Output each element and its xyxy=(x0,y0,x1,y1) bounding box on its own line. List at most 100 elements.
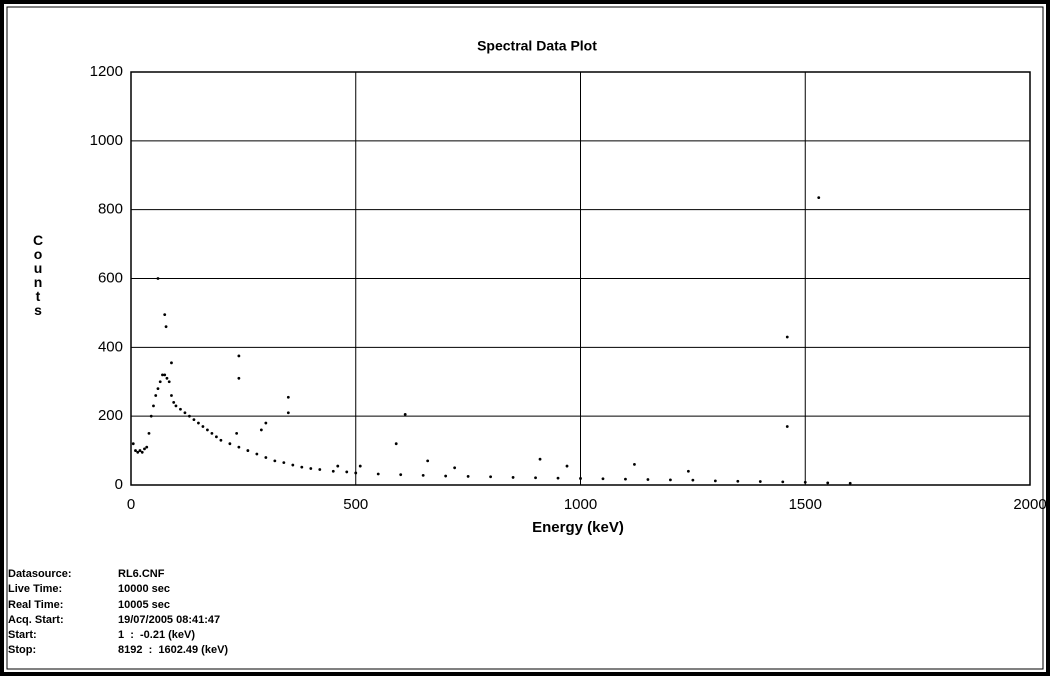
info-label: Acq. Start: xyxy=(8,613,64,626)
point xyxy=(403,413,407,416)
point xyxy=(489,475,492,479)
point xyxy=(826,481,830,485)
point xyxy=(210,431,214,435)
point xyxy=(163,373,167,377)
point xyxy=(131,442,135,446)
point xyxy=(192,418,196,422)
point xyxy=(237,445,241,449)
y-tick-label: 200 xyxy=(98,407,123,424)
info-label: Datasource: xyxy=(8,568,72,580)
point xyxy=(300,465,304,469)
point xyxy=(179,407,182,411)
point xyxy=(167,380,171,384)
point xyxy=(235,431,239,435)
info-value: 8192 : 1602.49 (keV) xyxy=(118,644,229,657)
point xyxy=(803,480,807,484)
point xyxy=(556,476,560,480)
info-label: Stop: xyxy=(8,644,37,657)
point xyxy=(399,473,403,477)
point xyxy=(817,196,821,200)
point xyxy=(136,450,140,454)
info-row: Acq. Start: 19/07/2005 08:41:47 xyxy=(8,613,228,628)
point xyxy=(601,477,605,481)
point xyxy=(444,474,448,478)
point xyxy=(215,435,218,439)
x-tick-label: 0 xyxy=(127,496,135,513)
point xyxy=(237,354,241,358)
point xyxy=(164,325,168,329)
info-value: RL6.CNF xyxy=(118,568,165,580)
point xyxy=(785,425,789,428)
point xyxy=(538,457,542,461)
point xyxy=(785,335,789,339)
info-value: 1 : -0.21 (keV) xyxy=(118,629,196,642)
point xyxy=(188,414,191,418)
point xyxy=(140,450,144,454)
point xyxy=(781,480,785,484)
info-row: Datasource: RL6.CNF xyxy=(8,567,228,582)
point xyxy=(534,476,537,480)
point xyxy=(686,469,690,473)
point xyxy=(201,425,205,428)
chart-title: Spectral Data Plot xyxy=(477,38,597,54)
point xyxy=(713,479,717,483)
point xyxy=(282,461,286,465)
y-tick-label: 400 xyxy=(98,338,123,355)
y-axis-label: Counts xyxy=(30,232,46,316)
point xyxy=(511,476,515,479)
point xyxy=(158,380,162,384)
info-label: Live Time: xyxy=(8,583,63,596)
x-tick-label: 1000 xyxy=(564,496,597,513)
info-value: 10005 sec xyxy=(118,598,170,611)
point xyxy=(219,438,223,442)
point xyxy=(318,468,322,471)
point xyxy=(138,449,142,452)
point xyxy=(154,394,158,397)
point xyxy=(331,469,335,473)
point xyxy=(264,456,268,459)
info-row: Start: 1 : -0.21 (keV) xyxy=(8,628,228,643)
point xyxy=(453,466,457,470)
point xyxy=(336,464,340,468)
y-tick-label: 0 xyxy=(115,476,123,493)
y-tick-label: 800 xyxy=(98,201,123,218)
x-tick-label: 2000 xyxy=(1013,496,1046,513)
point xyxy=(579,477,582,480)
point xyxy=(291,463,295,467)
point xyxy=(134,449,137,452)
inner-frame xyxy=(6,6,1044,670)
point xyxy=(624,477,627,481)
point xyxy=(345,470,349,474)
point xyxy=(309,467,313,470)
point xyxy=(165,376,169,380)
info-block: Datasource: RL6.CNF Live Time: 10000 sec Rea… xyxy=(8,567,228,659)
x-tick-label: 500 xyxy=(343,496,368,513)
point xyxy=(228,442,232,446)
info-value: 19/07/2005 08:41:47 xyxy=(118,613,221,626)
point xyxy=(394,442,398,446)
point xyxy=(156,387,160,391)
point xyxy=(246,449,250,452)
point xyxy=(143,447,146,451)
point xyxy=(633,462,636,466)
point xyxy=(286,411,290,415)
point xyxy=(669,478,672,482)
point xyxy=(354,471,358,475)
point xyxy=(145,445,149,449)
point xyxy=(255,452,259,456)
point xyxy=(286,395,290,399)
point xyxy=(156,277,160,280)
point xyxy=(273,459,277,463)
point xyxy=(149,414,153,418)
point xyxy=(758,480,762,483)
point xyxy=(358,464,362,468)
point xyxy=(152,404,155,408)
point xyxy=(183,411,187,415)
point xyxy=(174,404,178,408)
point xyxy=(691,478,695,482)
y-tick-label: 600 xyxy=(98,269,123,286)
point xyxy=(848,481,852,485)
info-row: Real Time: 10005 sec xyxy=(8,598,228,613)
point xyxy=(170,361,173,365)
point xyxy=(197,421,200,425)
